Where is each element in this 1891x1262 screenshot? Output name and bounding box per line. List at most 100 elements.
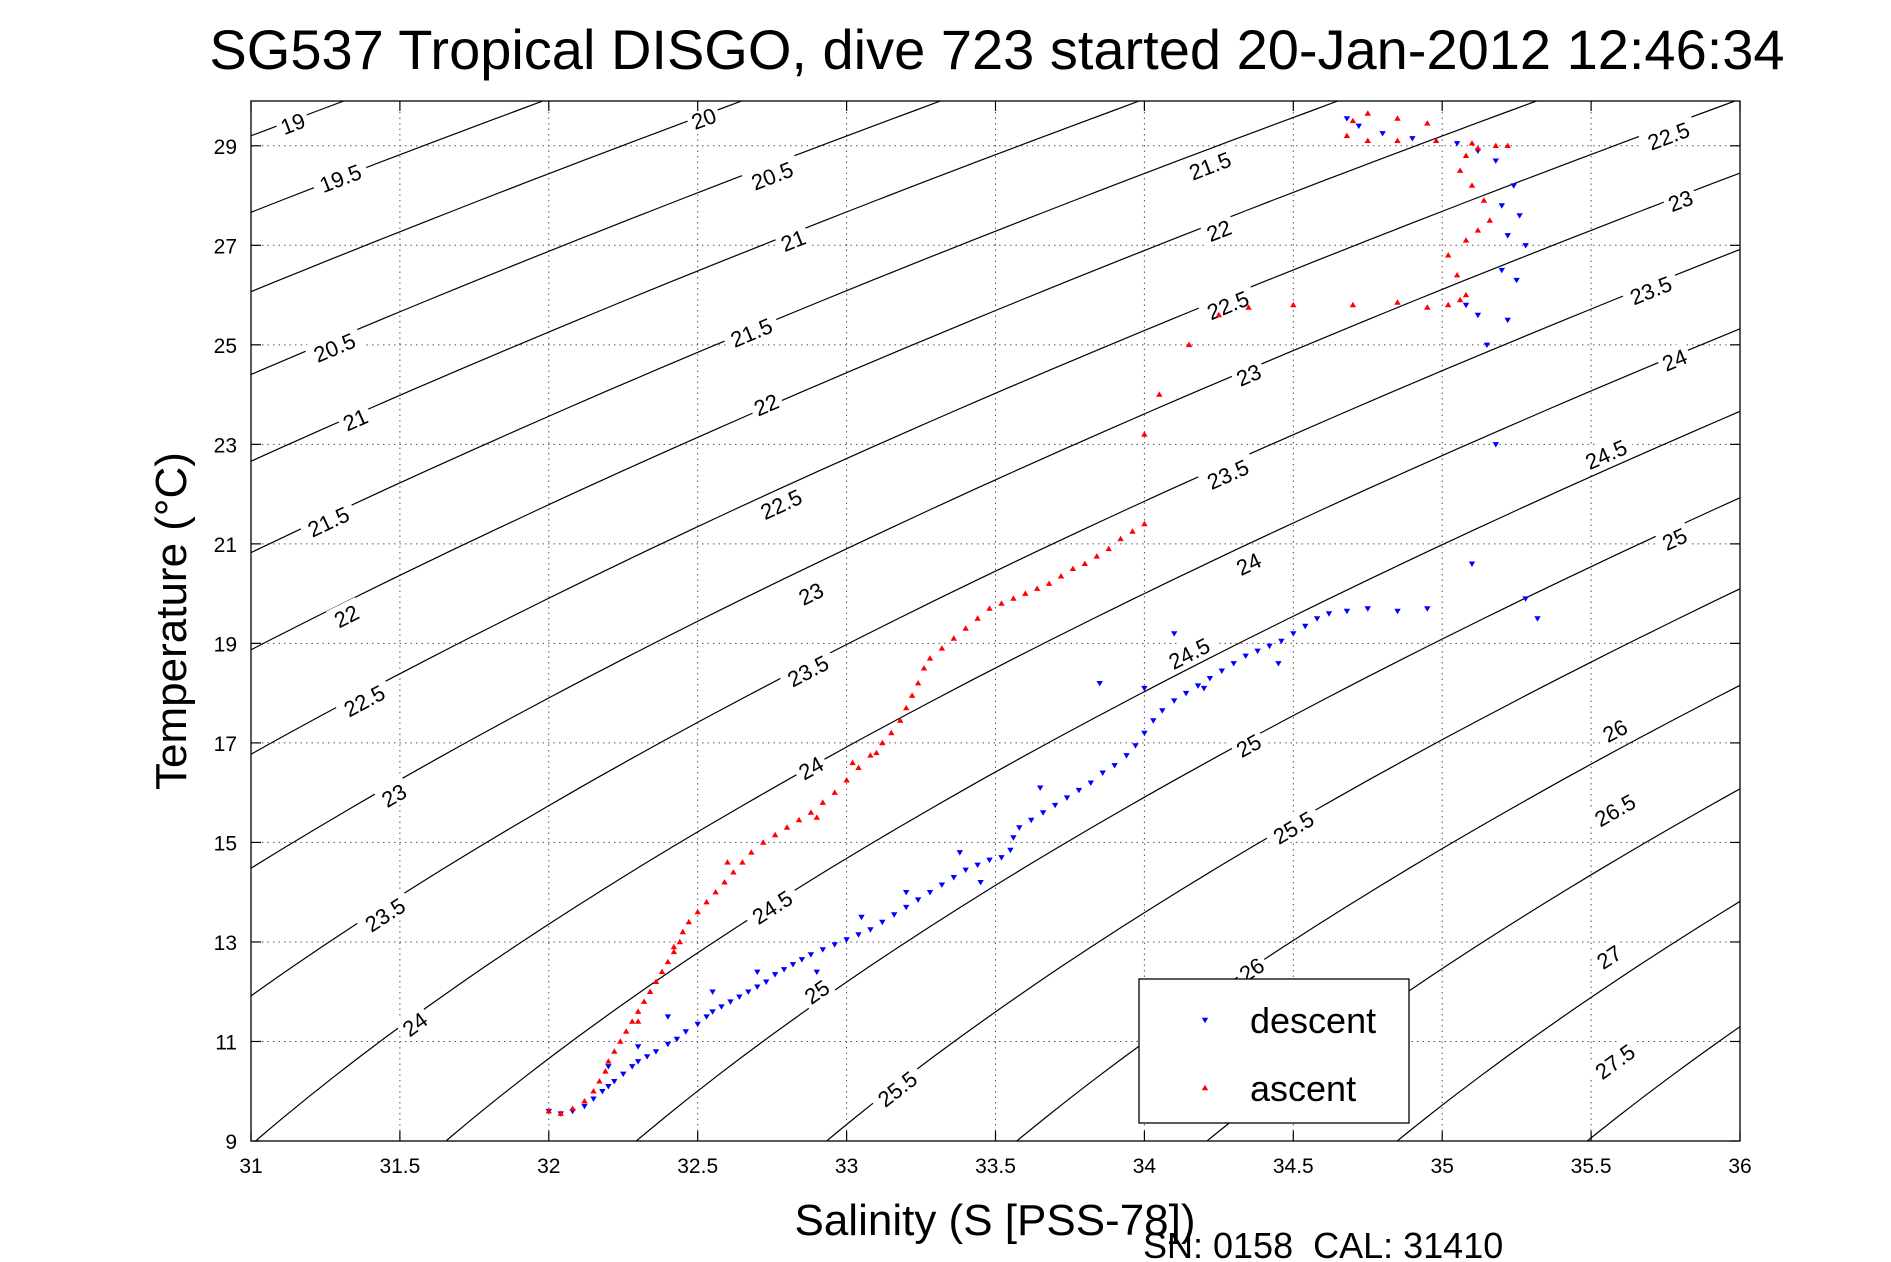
ascent-point bbox=[1141, 431, 1148, 437]
series-descent bbox=[545, 116, 1541, 1117]
descent-point bbox=[1483, 342, 1491, 348]
descent-point bbox=[629, 1064, 636, 1070]
contour-label: 20 bbox=[684, 100, 723, 135]
legend: descent ascent bbox=[1138, 978, 1410, 1124]
contour-label: 22.5 bbox=[1637, 113, 1699, 156]
contour-label: 19.5 bbox=[309, 155, 371, 199]
descent-point bbox=[950, 875, 957, 881]
descent-point bbox=[599, 1089, 606, 1095]
series-ascent bbox=[545, 110, 1511, 1116]
descent-point bbox=[843, 937, 850, 943]
density-contour-19-5 bbox=[251, 101, 545, 213]
ascent-point bbox=[998, 600, 1005, 606]
contour-label-text: 25 bbox=[800, 975, 834, 1009]
ascent-point bbox=[569, 1105, 576, 1111]
descent-point bbox=[831, 942, 838, 948]
ascent-point bbox=[694, 908, 701, 915]
ascent-point bbox=[855, 764, 862, 770]
ascent-point bbox=[938, 645, 946, 651]
density-contour-23 bbox=[251, 172, 1740, 869]
contour-label: 27 bbox=[1588, 937, 1629, 975]
ascent-point bbox=[1453, 272, 1461, 278]
contour-label: 23 bbox=[1228, 356, 1268, 391]
descent-point bbox=[611, 1079, 618, 1085]
ascent-point bbox=[1156, 391, 1163, 397]
ascent-point bbox=[795, 816, 803, 823]
ascent-point bbox=[590, 1088, 597, 1094]
contour-label: 25.5 bbox=[867, 1061, 927, 1115]
descent-point bbox=[664, 1041, 672, 1048]
ascent-point bbox=[545, 1107, 552, 1114]
x-tick-label: 35 bbox=[1431, 1155, 1454, 1178]
descent-point bbox=[798, 957, 806, 963]
contour-label: 22.5 bbox=[333, 675, 395, 724]
ascent-point bbox=[867, 752, 874, 758]
y-tick-label: 23 bbox=[214, 434, 237, 457]
ascent-point bbox=[1343, 132, 1351, 139]
ascent-point bbox=[679, 928, 686, 935]
descent-point bbox=[1230, 661, 1237, 667]
descent-point bbox=[1111, 763, 1118, 769]
contour-label: 27.5 bbox=[1584, 1034, 1645, 1087]
ascent-point bbox=[962, 625, 969, 631]
density-contour-26 bbox=[1015, 684, 1740, 1141]
descent-point bbox=[986, 857, 993, 864]
ascent-point bbox=[1456, 296, 1464, 303]
ascent-point bbox=[920, 665, 928, 671]
contour-label: 21.5 bbox=[1179, 143, 1240, 186]
data-points bbox=[545, 110, 1541, 1117]
descent-point bbox=[1171, 631, 1178, 637]
descent-point bbox=[682, 1029, 689, 1035]
contour-label-text: 20.5 bbox=[310, 328, 359, 368]
descent-point bbox=[1037, 785, 1044, 791]
ascent-point bbox=[914, 680, 922, 686]
chart-title: SG537 Tropical DISGO, dive 723 started 2… bbox=[209, 18, 1784, 81]
descent-point bbox=[789, 962, 797, 968]
ascent-point bbox=[1057, 573, 1065, 579]
descent-point bbox=[807, 952, 815, 958]
contour-label: 20.5 bbox=[303, 324, 365, 369]
descent-point bbox=[938, 882, 946, 888]
descent-point bbox=[1325, 611, 1333, 617]
contour-label-text: 21.5 bbox=[1186, 147, 1235, 186]
descent-point bbox=[1462, 302, 1470, 309]
ascent-point bbox=[724, 859, 731, 865]
descent-point bbox=[1218, 668, 1225, 674]
descent-point bbox=[1355, 123, 1362, 130]
descent-point bbox=[998, 855, 1005, 861]
ascent-point bbox=[771, 831, 779, 838]
contour-label: 23.5 bbox=[354, 888, 415, 940]
ascent-point bbox=[634, 1018, 642, 1024]
descent-point bbox=[1409, 136, 1416, 142]
descent-point bbox=[813, 969, 820, 975]
density-contour-21 bbox=[251, 101, 1141, 462]
contour-label: 20.5 bbox=[741, 153, 803, 196]
ascent-point bbox=[1462, 237, 1470, 243]
ascent-point bbox=[986, 605, 993, 611]
ascent-point bbox=[897, 717, 904, 723]
legend-box bbox=[1138, 978, 1410, 1124]
density-contour-23-5 bbox=[251, 248, 1740, 997]
ascent-point bbox=[748, 849, 755, 855]
density-contour-22 bbox=[251, 101, 1539, 651]
descent-point bbox=[891, 912, 898, 918]
ascent-point bbox=[1349, 117, 1357, 124]
y-axis-label: Temperature (°C) bbox=[147, 452, 196, 790]
descent-point bbox=[977, 880, 984, 886]
ascent-point bbox=[652, 978, 660, 984]
density-contour-20-5 bbox=[251, 101, 943, 376]
ascent-point bbox=[1492, 142, 1499, 148]
ascent-point bbox=[1129, 528, 1136, 534]
descent-point bbox=[1194, 683, 1202, 689]
x-axis-label: Salinity (S [PSS-78]) bbox=[794, 1196, 1195, 1245]
descent-point bbox=[1141, 685, 1148, 692]
ascent-point bbox=[602, 1068, 609, 1074]
descent-point bbox=[1504, 317, 1511, 324]
y-tick-label: 29 bbox=[214, 136, 237, 159]
y-tick-label: 15 bbox=[214, 832, 237, 855]
contour-label: 22 bbox=[746, 386, 786, 421]
density-contour-26-5 bbox=[1206, 788, 1740, 1141]
descent-point bbox=[727, 999, 734, 1005]
ascent-point bbox=[1433, 137, 1440, 143]
descent-point bbox=[754, 969, 761, 975]
